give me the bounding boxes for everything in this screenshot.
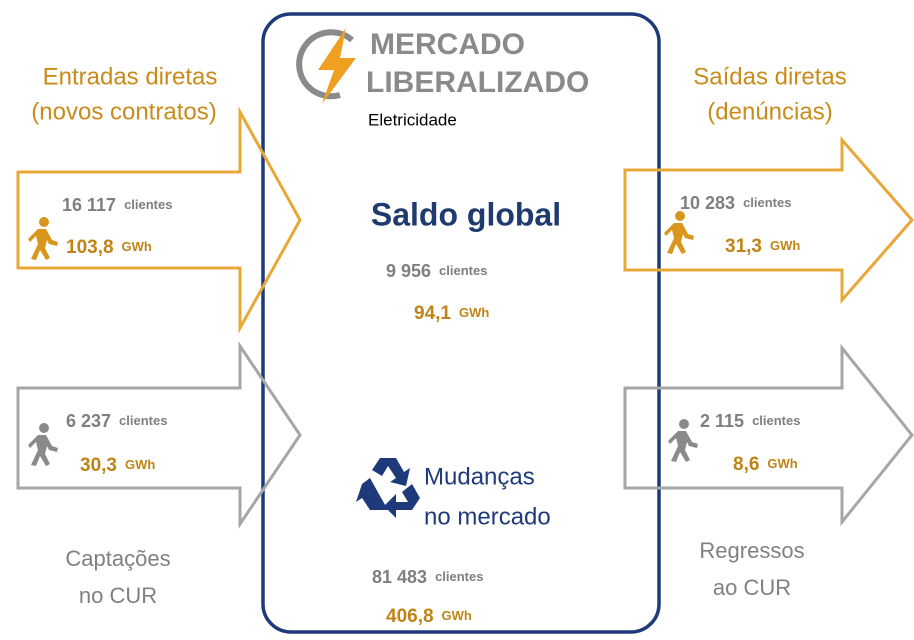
arrow-in [16,106,302,334]
label: (denúncias) [707,98,832,125]
label: Entradas diretas [43,63,218,90]
clients: 81 483 clientes [372,567,483,587]
energy: 103,8 GWh [66,237,152,258]
energy: 30,3 GWh [80,455,155,476]
clients: 2 115 clientes [700,411,800,431]
energy: 94,1 GWh [414,303,489,324]
walker-icon [664,211,694,254]
walker-icon [28,423,58,466]
clients: 16 117 clientes [62,195,172,215]
walker-icon [668,419,698,462]
walker-icon [28,217,58,260]
label: no mercado [424,503,551,530]
subtitle: Eletricidade [368,110,457,129]
title: LIBERALIZADO [366,66,589,99]
label: Mudanças [424,463,535,490]
logo-icon [296,28,356,104]
market-box [261,12,661,634]
label: ao CUR [713,575,791,600]
clients: 9 956 clientes [386,261,487,281]
arrow-out [623,136,914,304]
energy: 31,3 GWh [725,236,800,257]
clients: 10 283 clientes [680,193,791,213]
energy: 406,8 GWh [386,606,472,627]
arrow-out [623,343,914,527]
clients: 6 237 clientes [66,411,167,431]
label: Captações [65,546,170,571]
saldo-title: Saldo global [371,196,561,232]
title: MERCADO [370,28,525,61]
label: Regressos [699,538,804,563]
recycle-icon [356,458,420,518]
energy: 8,6 GWh [733,454,798,475]
label: no CUR [79,583,157,608]
arrow-in [16,341,302,529]
label: Saídas diretas [693,63,846,90]
label: (novos contratos) [31,98,216,125]
